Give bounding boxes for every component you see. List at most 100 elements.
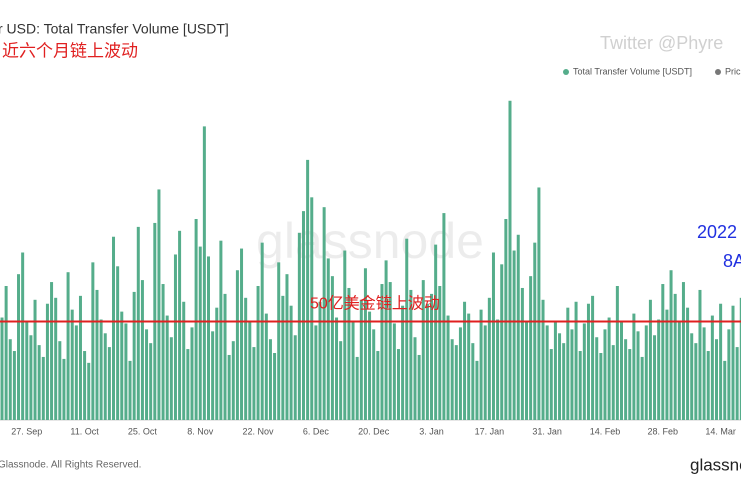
bar	[739, 297, 741, 420]
bar	[310, 197, 314, 420]
x-tick-label: 11. Oct	[70, 426, 99, 436]
bar	[198, 246, 202, 420]
bar	[384, 260, 388, 420]
bar	[690, 333, 694, 420]
bar	[363, 268, 367, 420]
bar	[681, 282, 685, 420]
bar	[553, 321, 557, 420]
bar	[231, 341, 235, 420]
bar	[566, 307, 570, 420]
bar	[698, 289, 702, 420]
bar	[136, 226, 140, 420]
x-tick-label: 14. Mar	[705, 426, 736, 436]
bar	[128, 360, 132, 420]
bar	[475, 360, 479, 420]
bar	[273, 353, 277, 420]
bar	[107, 347, 111, 420]
bar	[549, 349, 553, 420]
bar	[326, 258, 330, 420]
bar	[173, 254, 177, 420]
x-tick-label: 8. Nov	[187, 426, 214, 436]
bar	[405, 238, 409, 420]
bar	[207, 256, 210, 420]
bar	[161, 284, 165, 420]
bar	[351, 321, 355, 420]
bar	[33, 299, 37, 420]
x-tick-label: 20. Dec	[358, 426, 390, 436]
bar	[248, 321, 252, 420]
bar	[401, 305, 405, 420]
bar	[694, 343, 698, 420]
watermark: glassnode	[256, 213, 484, 269]
watermark: Twitter @Phyre	[600, 33, 723, 53]
bar	[648, 299, 652, 420]
bar	[70, 309, 74, 420]
bar	[710, 315, 714, 420]
bar	[578, 351, 582, 420]
bar	[140, 280, 144, 420]
bar	[4, 286, 8, 420]
bar	[388, 282, 392, 420]
bar	[665, 309, 669, 420]
bar	[260, 242, 264, 420]
x-tick-label: 31. Jan	[532, 426, 562, 436]
bar	[355, 356, 359, 420]
legend-label[interactable]: Total Transfer Volume [USDT]	[573, 66, 692, 76]
bar	[607, 317, 611, 420]
bar	[562, 343, 566, 420]
bar	[673, 293, 677, 420]
bar	[603, 329, 607, 420]
bar	[297, 232, 301, 420]
bar	[41, 356, 45, 420]
bar	[727, 329, 731, 420]
bar	[215, 307, 219, 420]
bar	[392, 323, 396, 420]
footer: Glassnode. All Rights Reserved.	[0, 460, 141, 471]
bar	[169, 337, 173, 420]
bar	[178, 230, 182, 420]
bar	[677, 321, 681, 420]
bar	[558, 333, 562, 420]
bar	[496, 319, 500, 420]
bar	[620, 321, 623, 420]
bar	[281, 295, 285, 420]
bar	[87, 362, 91, 420]
bar	[182, 301, 186, 420]
bar	[599, 353, 603, 420]
bar	[471, 343, 475, 420]
bar	[120, 311, 124, 420]
bar	[586, 303, 590, 420]
bar	[669, 270, 673, 420]
bar	[235, 270, 239, 420]
bar	[306, 159, 310, 420]
bar	[661, 284, 665, 420]
bar	[574, 301, 578, 420]
bar	[479, 309, 483, 420]
bar	[657, 319, 661, 420]
x-tick-label: 14. Feb	[590, 426, 621, 436]
x-tick-label: 22. Nov	[243, 426, 275, 436]
bar	[12, 351, 16, 420]
bar	[686, 307, 690, 420]
bar	[368, 311, 372, 420]
bar	[252, 347, 256, 420]
legend-label[interactable]: Pric	[725, 66, 741, 76]
bar	[500, 264, 504, 420]
bar	[719, 303, 723, 420]
x-tick-label: 27. Sep	[11, 426, 42, 436]
bar	[421, 280, 425, 420]
bar	[103, 333, 107, 420]
bar	[0, 317, 4, 420]
bar	[293, 335, 297, 420]
bar	[149, 343, 153, 420]
bar	[512, 250, 516, 420]
bar	[545, 325, 549, 420]
bar	[318, 301, 322, 420]
bar	[99, 319, 103, 420]
bar	[450, 339, 454, 420]
bar	[165, 315, 169, 420]
x-tick-label: 6. Dec	[303, 426, 330, 436]
bar	[335, 317, 339, 420]
bar	[314, 325, 318, 420]
bar	[186, 349, 190, 420]
